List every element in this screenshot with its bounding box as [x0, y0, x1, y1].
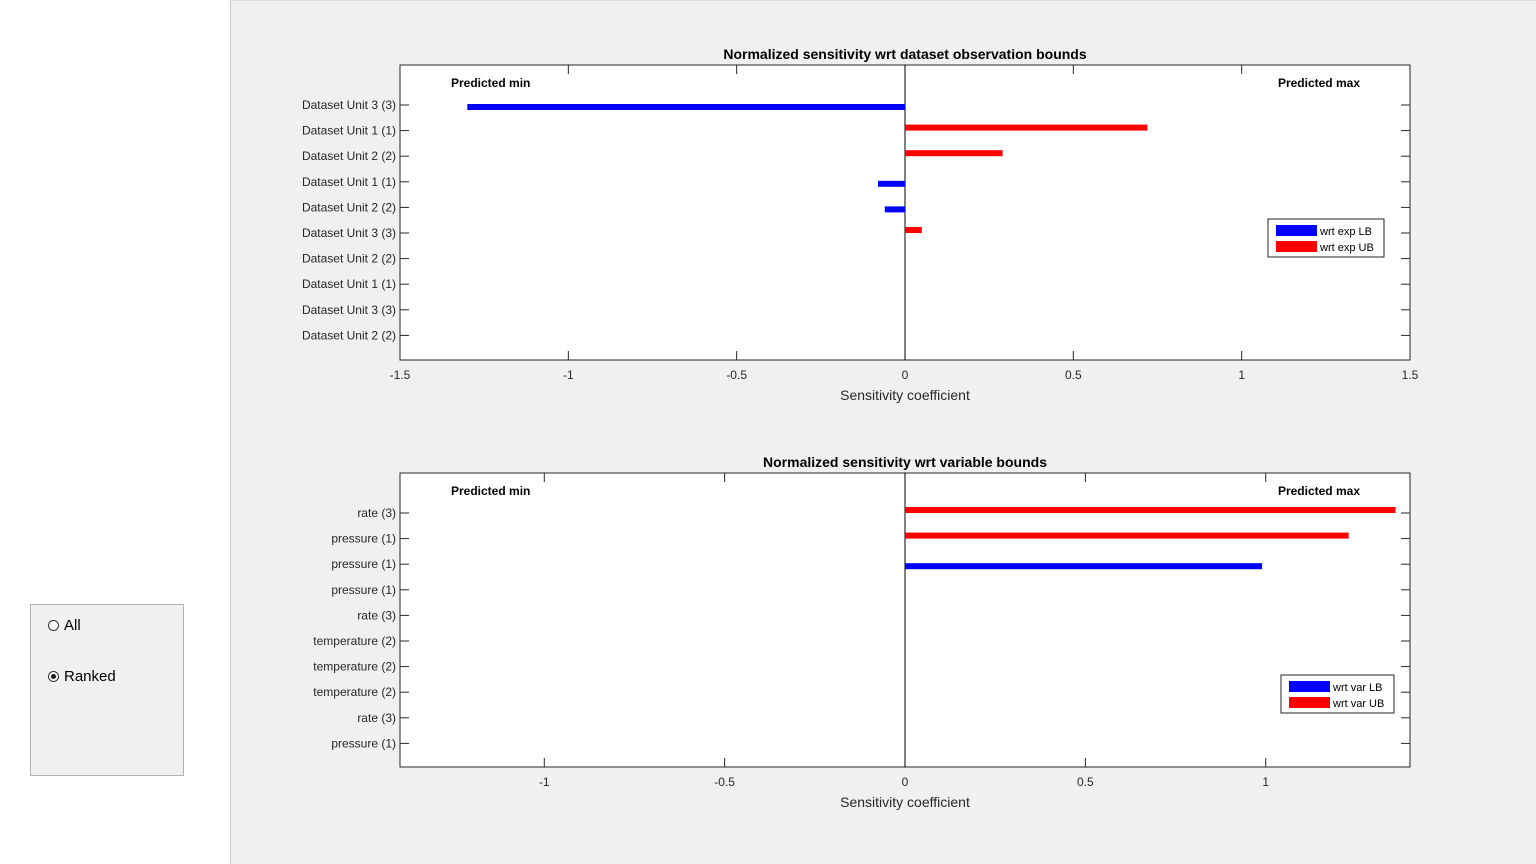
- radio-ranked[interactable]: Ranked: [48, 668, 116, 685]
- y-tick-label: pressure (1): [331, 532, 396, 546]
- y-tick-label: Dataset Unit 3 (3): [302, 98, 396, 112]
- radio-all-label: All: [64, 617, 81, 634]
- legend-swatch: [1289, 681, 1330, 692]
- y-tick-label: rate (3): [357, 711, 396, 725]
- y-tick-label: Dataset Unit 2 (2): [302, 149, 396, 163]
- y-tick-label: Dataset Unit 1 (1): [302, 175, 396, 189]
- y-tick-label: Dataset Unit 2 (2): [302, 252, 396, 266]
- y-tick-label: Dataset Unit 3 (3): [302, 226, 396, 240]
- x-axis-label: Sensitivity coefficient: [840, 794, 970, 810]
- radio-all[interactable]: All: [48, 617, 81, 634]
- chart-1: Normalized sensitivity wrt dataset obser…: [302, 46, 1419, 403]
- x-tick-label: 1: [1262, 775, 1269, 789]
- x-tick-label: -1.5: [390, 368, 411, 382]
- y-tick-label: pressure (1): [331, 557, 396, 571]
- y-tick-label: pressure (1): [331, 736, 396, 750]
- legend-label: wrt exp LB: [1319, 226, 1372, 238]
- legend-swatch: [1276, 241, 1317, 252]
- bar-lb: [878, 180, 905, 187]
- x-tick-label: 0.5: [1077, 775, 1094, 789]
- x-tick-label: 1: [1238, 368, 1245, 382]
- y-tick-label: temperature (2): [313, 634, 396, 648]
- bar-ub: [905, 507, 1396, 513]
- bar-ub: [905, 124, 1148, 131]
- bar-ub: [905, 227, 922, 233]
- legend-label: wrt var LB: [1332, 682, 1383, 694]
- x-axis-label: Sensitivity coefficient: [840, 387, 970, 403]
- annotation-predicted-min: Predicted min: [451, 484, 530, 498]
- chart-title: Normalized sensitivity wrt variable boun…: [763, 454, 1047, 470]
- radio-ranked-label: Ranked: [64, 668, 116, 685]
- annotation-predicted-max: Predicted max: [1278, 484, 1360, 498]
- bar-ub: [905, 150, 1003, 157]
- y-tick-label: Dataset Unit 1 (1): [302, 124, 396, 138]
- x-tick-label: -1: [539, 775, 550, 789]
- view-mode-radio-group: All Ranked: [30, 604, 184, 776]
- radio-all-circle-icon[interactable]: [48, 620, 59, 631]
- x-tick-label: -1: [563, 368, 574, 382]
- radio-ranked-circle-icon[interactable]: [48, 671, 59, 682]
- y-tick-label: temperature (2): [313, 660, 396, 674]
- y-tick-label: rate (3): [357, 506, 396, 520]
- legend-label: wrt exp UB: [1319, 242, 1374, 254]
- legend-label: wrt var UB: [1332, 698, 1384, 710]
- x-tick-label: 0: [902, 368, 909, 382]
- legend-swatch: [1276, 225, 1317, 236]
- x-tick-label: 0.5: [1065, 368, 1082, 382]
- y-tick-label: Dataset Unit 3 (3): [302, 303, 396, 317]
- bar-lb: [905, 563, 1263, 570]
- y-tick-label: Dataset Unit 2 (2): [302, 328, 396, 342]
- annotation-predicted-min: Predicted min: [451, 76, 530, 90]
- bar-ub: [905, 532, 1349, 539]
- x-tick-label: -0.5: [726, 368, 747, 382]
- y-tick-label: pressure (1): [331, 583, 396, 597]
- y-tick-label: Dataset Unit 2 (2): [302, 200, 396, 214]
- x-tick-label: 1.5: [1402, 368, 1419, 382]
- legend-swatch: [1289, 697, 1330, 708]
- y-tick-label: Dataset Unit 1 (1): [302, 277, 396, 291]
- chart-title: Normalized sensitivity wrt dataset obser…: [723, 46, 1087, 62]
- annotation-predicted-max: Predicted max: [1278, 76, 1360, 90]
- bar-lb: [884, 206, 905, 213]
- y-tick-label: temperature (2): [313, 685, 396, 699]
- x-tick-label: -0.5: [714, 775, 735, 789]
- y-tick-label: rate (3): [357, 608, 396, 622]
- chart-2: Normalized sensitivity wrt variable boun…: [313, 454, 1411, 810]
- x-tick-label: 0: [902, 775, 909, 789]
- bar-lb: [467, 104, 905, 110]
